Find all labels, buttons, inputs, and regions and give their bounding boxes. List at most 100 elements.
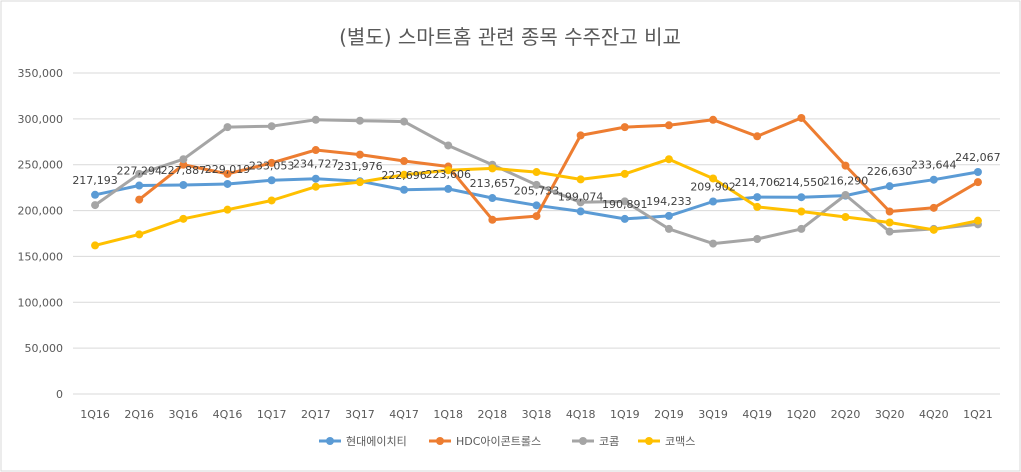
legend-item: HDC아이콘트롤스 (429, 435, 541, 448)
data-point (841, 190, 850, 199)
x-tick-label: 1Q16 (80, 408, 110, 421)
legend-marker (326, 437, 334, 445)
x-tick-label: 1Q17 (257, 408, 287, 421)
data-point (841, 212, 850, 221)
data-point (135, 169, 144, 178)
data-point (797, 193, 806, 202)
data-point (929, 175, 938, 184)
data-label: 234,727 (293, 158, 339, 171)
y-tick-label: 150,000 (18, 250, 64, 263)
y-tick-label: 50,000 (25, 342, 64, 355)
x-tick-label: 4Q16 (213, 408, 243, 421)
data-point (709, 197, 718, 206)
data-point (179, 160, 188, 169)
data-point (532, 168, 541, 177)
data-point (223, 169, 232, 178)
data-point (91, 241, 100, 250)
data-point (135, 195, 144, 204)
data-point (444, 184, 453, 193)
data-label: 209,902 (690, 180, 736, 193)
data-point (400, 170, 409, 179)
data-point (91, 201, 100, 210)
y-tick-label: 350,000 (18, 67, 64, 80)
data-point (841, 161, 850, 170)
data-point (797, 207, 806, 216)
y-tick-label: 0 (56, 388, 63, 401)
data-point (620, 197, 629, 206)
data-point (311, 146, 320, 155)
data-point (753, 235, 762, 244)
chart-title: (별도) 스마트홈 관련 종목 수주잔고 비교 (339, 25, 681, 49)
data-labels: 217,193227,294227,887229,019233,053234,7… (72, 151, 1000, 211)
data-point (664, 224, 673, 233)
data-point (753, 193, 762, 202)
x-tick-label: 1Q20 (787, 408, 817, 421)
data-point (973, 167, 982, 176)
x-tick-label: 3Q20 (875, 408, 905, 421)
data-point (532, 201, 541, 210)
data-label: 231,976 (337, 160, 383, 173)
data-point (709, 174, 718, 183)
data-point (179, 214, 188, 223)
data-point (355, 178, 364, 187)
x-tick-label: 4Q18 (566, 408, 596, 421)
data-point (267, 176, 276, 185)
data-point (135, 230, 144, 239)
data-point (973, 216, 982, 225)
data-point (179, 155, 188, 164)
data-point (620, 214, 629, 223)
x-tick-label: 4Q20 (919, 408, 949, 421)
x-tick-label: 2Q20 (831, 408, 861, 421)
data-point (576, 131, 585, 140)
x-tick-label: 3Q19 (698, 408, 728, 421)
data-label: 213,657 (470, 177, 516, 190)
data-point (179, 180, 188, 189)
data-point (664, 121, 673, 130)
data-point (532, 212, 541, 221)
data-point (400, 185, 409, 194)
data-point (929, 225, 938, 234)
data-point (709, 115, 718, 124)
legend-label: HDC아이콘트롤스 (456, 435, 541, 448)
data-point (885, 182, 894, 191)
data-point (797, 224, 806, 233)
data-point (311, 182, 320, 191)
data-label: 199,074 (558, 190, 604, 203)
data-point (709, 239, 718, 248)
data-point (267, 158, 276, 167)
y-tick-label: 200,000 (18, 205, 64, 218)
data-label: 223,606 (425, 168, 471, 181)
data-label: 216,290 (823, 175, 869, 188)
x-tick-label: 2Q17 (301, 408, 331, 421)
data-point (400, 117, 409, 126)
data-label: 194,233 (646, 195, 692, 208)
series-group (91, 155, 982, 250)
legend-item: 현대에이치티 (319, 435, 407, 448)
data-point (576, 207, 585, 216)
data-point (576, 175, 585, 184)
x-tick-label: 4Q19 (742, 408, 772, 421)
data-point (488, 194, 497, 203)
data-label: 226,630 (867, 165, 913, 178)
x-tick-label: 2Q16 (124, 408, 154, 421)
data-point (885, 227, 894, 236)
data-point (929, 203, 938, 212)
x-tick-label: 2Q18 (478, 408, 508, 421)
data-label: 233,053 (249, 159, 295, 172)
data-point (400, 157, 409, 166)
data-label: 190,891 (602, 198, 648, 211)
data-point (223, 123, 232, 132)
data-point (311, 174, 320, 183)
data-label: 233,644 (911, 159, 957, 172)
data-point (444, 166, 453, 175)
data-label: 214,550 (779, 176, 825, 189)
data-point (223, 205, 232, 214)
data-point (620, 169, 629, 178)
series-lines (91, 113, 982, 250)
x-tick-label: 3Q16 (169, 408, 199, 421)
data-point (267, 122, 276, 131)
data-label: 242,067 (955, 151, 1001, 164)
data-point (488, 164, 497, 173)
data-point (91, 190, 100, 199)
